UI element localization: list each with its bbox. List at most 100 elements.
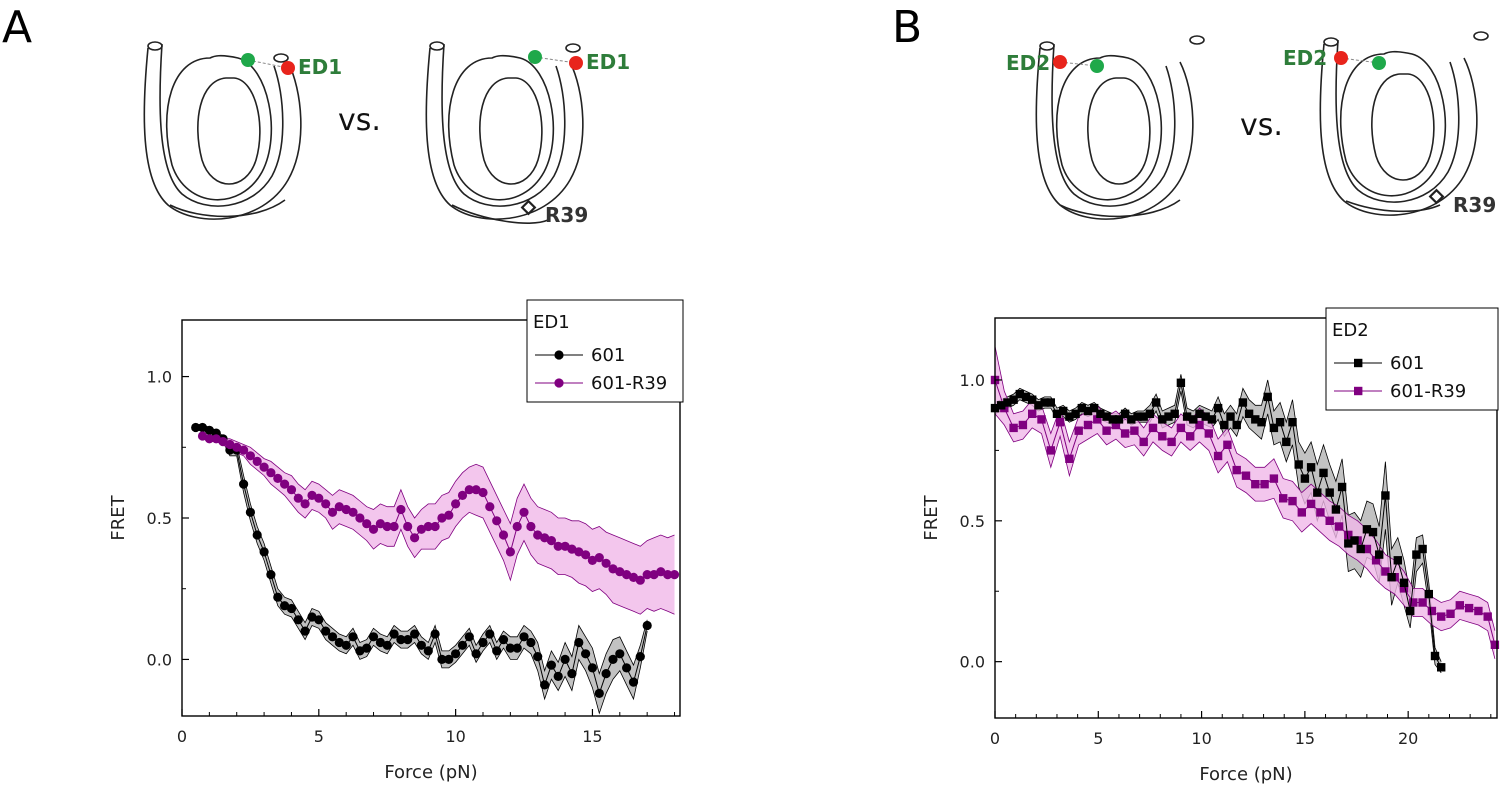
data-point: [1226, 412, 1235, 421]
dye-label-b1: ED2: [1006, 51, 1050, 75]
data-point: [457, 490, 468, 500]
data-point: [451, 649, 461, 659]
data-point: [628, 677, 639, 687]
data-point: [1269, 474, 1279, 483]
fret-chart-b: 0 5 10 15 20 0.0 0.5 1.0 Force (pN) FRET ED2 601 601…: [921, 307, 1500, 785]
data-point: [1275, 418, 1285, 427]
x-axis-title: Force (pN): [384, 762, 477, 783]
y-tick-label: 0.0: [147, 650, 172, 669]
data-point: [1282, 437, 1291, 447]
data-point: [1474, 606, 1483, 616]
acceptor-dye-icon: [1053, 55, 1067, 69]
data-point: [245, 451, 255, 461]
data-point: [478, 487, 488, 498]
dye-label-b2: ED2: [1283, 46, 1327, 70]
data-point: [1111, 420, 1121, 430]
data-point: [635, 652, 645, 662]
data-point: [1195, 409, 1204, 418]
data-point: [594, 688, 604, 699]
data-point: [321, 626, 331, 636]
data-point: [437, 654, 447, 665]
data-point: [1269, 423, 1279, 433]
data-point: [1344, 539, 1353, 548]
error-band-lower-601-r39: [994, 413, 1496, 659]
data-point: [471, 649, 481, 659]
data-point: [1186, 432, 1195, 441]
data-point: [533, 652, 543, 662]
data-point: [608, 654, 618, 665]
data-point: [1018, 420, 1028, 430]
data-point: [368, 632, 379, 642]
data-point: [498, 635, 509, 645]
data-point: [1279, 494, 1288, 503]
data-point: [1220, 420, 1229, 430]
data-point: [1344, 530, 1353, 540]
data-point: [341, 640, 351, 650]
data-point: [321, 499, 331, 509]
data-point: [1158, 415, 1167, 424]
data-point: [1368, 527, 1378, 537]
mutation-label-b: R39: [1453, 193, 1496, 217]
data-point: [1483, 612, 1492, 621]
data-point: [505, 643, 515, 653]
data-point: [1381, 491, 1390, 500]
legend-label: 601: [591, 345, 625, 366]
nucleosome-schematic-b-wt: [1035, 35, 1205, 220]
data-point: [1189, 415, 1198, 424]
data-point: [567, 669, 577, 679]
data-point: [622, 570, 632, 580]
data-point: [1055, 418, 1065, 427]
data-point: [280, 479, 290, 489]
data-point: [471, 485, 481, 495]
data-point: [1294, 460, 1303, 469]
data-point: [1300, 474, 1310, 483]
data-point: [492, 646, 502, 656]
nucleosome-schematic-b-mut: [1319, 31, 1489, 216]
data-point: [382, 640, 392, 650]
data-point: [587, 663, 598, 673]
data-point: [1362, 525, 1372, 534]
x-tick-label: 20: [1398, 729, 1418, 748]
data-point: [280, 601, 290, 611]
data-point: [410, 533, 420, 543]
data-point: [485, 502, 495, 512]
data-point: [1059, 406, 1068, 416]
data-point: [1074, 426, 1083, 435]
data-point: [1334, 522, 1344, 531]
data-point: [1046, 398, 1055, 407]
data-point: [519, 507, 529, 517]
x-tick-label: 0: [990, 729, 1000, 748]
data-point: [635, 575, 645, 585]
legend-label: 601-R39: [1390, 381, 1466, 402]
data-point: [485, 629, 495, 639]
data-point: [567, 544, 577, 554]
data-point: [1114, 415, 1124, 424]
donor-dye-icon: [528, 50, 542, 64]
data-point: [997, 401, 1006, 410]
data-point: [1182, 412, 1192, 421]
data-point: [410, 629, 420, 639]
acceptor-dye-icon: [281, 61, 295, 75]
data-point: [1195, 420, 1204, 430]
legend-swatch-marker: [554, 378, 564, 388]
data-point: [1319, 468, 1328, 478]
data-point: [1244, 409, 1254, 418]
mutation-diamond-icon: [1428, 188, 1445, 205]
data-point: [498, 530, 509, 540]
x-axis-title: Force (pN): [1199, 764, 1292, 785]
data-point: [403, 635, 413, 645]
data-point: [293, 615, 303, 625]
data-point: [1090, 403, 1099, 413]
data-point: [492, 516, 502, 526]
data-point: [1371, 556, 1381, 565]
data-point: [1288, 418, 1297, 427]
data-point: [622, 663, 632, 673]
y-tick-label: 1.0: [147, 368, 172, 387]
panel-letter-a: A: [2, 2, 33, 53]
data-point: [601, 669, 611, 679]
data-point: [1139, 412, 1148, 421]
data-point: [1164, 412, 1173, 421]
y-tick-label: 0.5: [147, 509, 172, 528]
acceptor-dye-icon: [1334, 51, 1348, 65]
